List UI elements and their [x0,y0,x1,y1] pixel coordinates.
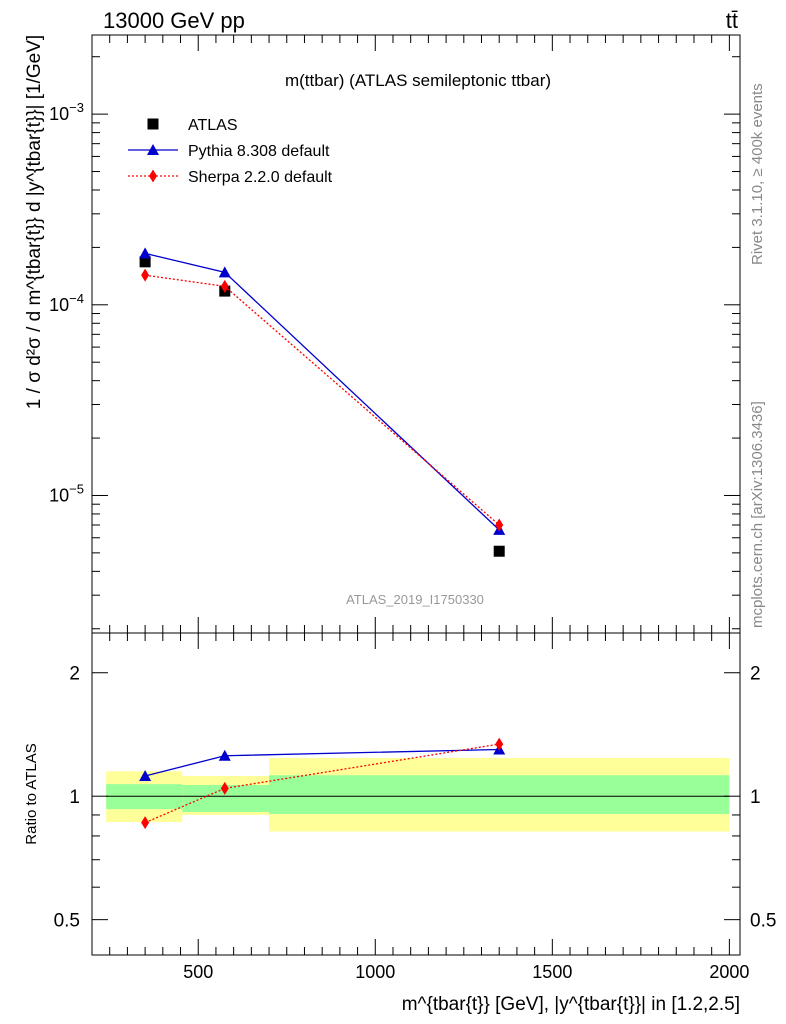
legend-pythia-label: Pythia 8.308 default [188,143,330,160]
legend: ATLAS Pythia 8.308 default Sherpa 2.2.0 de… [128,117,333,186]
process-label: tt̄ [726,8,738,33]
main-y-tick-label: 10−5 [49,481,84,505]
x-tick-label: 2000 [709,962,749,982]
sherpa-main-marker [495,518,504,532]
ratio-plot-frame [91,632,741,956]
pythia-ratio-marker [218,749,231,761]
sherpa-ratio-marker [495,737,504,751]
watermark: ATLAS_2019_I1750330 [346,592,484,607]
ratio-y-tick-label-left: 1 [69,787,80,808]
ratio-plot-panel: 0.5 0.5 1 1 2 2 500 1000 1500 2000 Ratio to ATLAS… [23,632,776,1015]
ratio-y-tick-label-right: 2 [750,664,761,685]
legend-sherpa-marker [149,169,157,183]
mcplots-label: mcplots.cern.ch [arXiv:1306.3436] [749,401,766,628]
main-y-axis-label: 1 / σ d²σ / d m^{tbar{t}} d |y^{tbar{t}}… [24,35,45,409]
main-axis-ticks: 10−5 10−4 10−3 [49,35,740,633]
pythia-ratio-marker [139,770,152,782]
sherpa-main-marker [220,279,229,293]
pythia-main-line [144,252,500,531]
main-plot-panel: 10−5 10−4 10−3 m(ttbar) (ATLAS semileptoni… [24,34,741,634]
sherpa-ratio-marker [220,781,229,795]
main-plot-content [139,247,506,557]
ratio-y-tick-label-left: 0.5 [54,911,80,932]
x-tick-label: 1500 [532,962,572,982]
main-y-tick-label: 10−4 [49,291,84,315]
pythia-main-marker [139,247,152,259]
rivet-label: Rivet 3.1.10, ≥ 400k events [749,83,766,265]
ratio-y-axis-label: Ratio to ATLAS [23,743,40,844]
main-y-tick-label: 10−3 [49,100,84,124]
atlas-main-marker [493,545,505,557]
sherpa-ratio-line [144,743,500,824]
main-title: m(ttbar) (ATLAS semileptonic ttbar) [285,71,551,90]
ratio-y-tick-label-right: 0.5 [750,911,776,932]
energy-label: 13000 GeV pp [103,8,245,33]
sherpa-main-line [145,274,500,526]
sherpa-main-marker [141,268,150,282]
x-tick-label: 1000 [355,962,395,982]
legend-pythia-marker [147,144,159,155]
legend-sherpa-label: Sherpa 2.2.0 default [188,169,333,186]
pythia-main-marker [218,266,231,278]
sherpa-ratio-marker [141,816,150,830]
ratio-y-tick-label-right: 1 [750,787,761,808]
ratio-y-tick-label-left: 2 [69,664,80,685]
atlas-main-marker [139,256,151,268]
ratio-inner-band [269,775,730,814]
legend-atlas-label: ATLAS [188,117,238,134]
legend-atlas-marker [147,118,159,130]
ratio-axis-ticks: 0.5 0.5 1 1 2 2 500 1000 1500 2000 [54,633,776,982]
x-tick-label: 500 [183,962,213,982]
ratio-plot-content [106,737,730,832]
x-axis-label: m^{tbar{t}} [GeV], |y^{tbar{t}}| in [1.2… [402,994,740,1015]
